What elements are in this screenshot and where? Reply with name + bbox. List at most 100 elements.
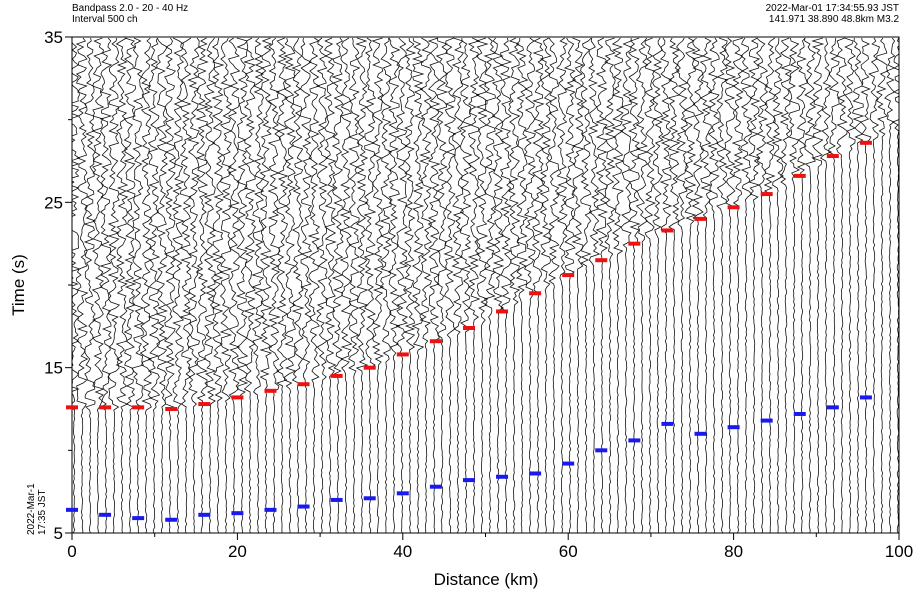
y-tick-label: 35: [44, 28, 63, 47]
pick-mark: [760, 192, 773, 197]
trace-wiggle: [363, 37, 377, 533]
trace-wiggle: [443, 37, 457, 533]
pick-mark: [231, 395, 244, 400]
corner-label-2: 17:35 JST: [37, 489, 48, 535]
trace-wiggle: [179, 37, 193, 533]
trace-wiggle: [75, 37, 89, 533]
trace-wiggle: [395, 37, 409, 533]
trace-wiggle: [243, 37, 257, 533]
pick-mark: [661, 421, 674, 426]
trace-wiggle: [236, 37, 249, 533]
trace-wiggle: [531, 37, 545, 533]
pick-mark: [297, 504, 310, 509]
trace-wiggle: [515, 37, 529, 533]
trace-wiggle: [251, 37, 265, 533]
y-tick-label: 15: [44, 359, 63, 378]
trace-wiggle: [779, 37, 793, 533]
pick-mark: [396, 491, 409, 496]
x-tick-label: 60: [559, 542, 578, 561]
trace-wiggle: [644, 37, 657, 533]
trace-wiggle: [499, 37, 513, 533]
trace-wiggle: [483, 37, 497, 533]
pick-mark: [264, 507, 277, 512]
pick-mark: [562, 461, 575, 466]
trace-wiggle: [828, 37, 840, 533]
trace-wiggle: [275, 37, 289, 533]
x-tick-label: 100: [885, 542, 913, 561]
pick-mark: [231, 511, 244, 516]
trace-wiggle: [835, 37, 848, 533]
trace-wiggle: [115, 37, 129, 533]
pick-mark: [396, 352, 409, 357]
pick-mark: [496, 474, 509, 479]
y-axis-label: Time (s): [9, 254, 28, 316]
trace-wiggle: [724, 37, 737, 533]
trace-wiggle: [291, 37, 305, 533]
pick-mark: [595, 258, 608, 263]
trace-wiggle: [747, 37, 761, 533]
pick-mark: [198, 512, 211, 517]
header-right-1: 2022-Mar-01 17:34:55.93 JST: [766, 3, 899, 14]
trace-wiggle: [147, 37, 161, 533]
trace-wiggle: [435, 37, 449, 533]
trace-wiggle: [707, 37, 720, 533]
trace-wiggle: [691, 37, 705, 533]
pick-mark: [727, 205, 740, 210]
trace-wiggle: [659, 37, 673, 533]
pick-mark: [198, 402, 211, 407]
plot-frame: [71, 36, 900, 534]
trace-wiggle: [875, 37, 888, 533]
trace-wiggle: [796, 37, 808, 533]
x-tick-label: 40: [393, 542, 412, 561]
pick-mark: [760, 418, 773, 423]
trace-wiggle: [99, 37, 113, 533]
trace-wiggle: [419, 37, 433, 533]
trace-wiggle: [884, 37, 896, 533]
trace-wiggle: [844, 37, 856, 533]
trace-wiggle: [219, 37, 233, 533]
pick-mark: [132, 405, 145, 410]
trace-wiggle: [451, 37, 465, 533]
trace-wiggle: [83, 37, 97, 533]
trace-wiggle: [595, 37, 608, 533]
pick-mark: [99, 405, 112, 410]
pick-mark: [727, 425, 740, 430]
trace-wiggle: [331, 37, 344, 533]
x-tick-label: 0: [67, 542, 76, 561]
trace-wiggle: [259, 37, 273, 533]
trace-wiggle: [411, 37, 425, 533]
trace-wiggle: [267, 37, 281, 533]
y-tick-label: 5: [54, 524, 63, 543]
trace-wiggle: [571, 37, 585, 533]
pick-mark: [628, 241, 641, 246]
pick-mark: [826, 154, 839, 159]
trace-wiggle: [579, 37, 592, 533]
trace-wiggle: [371, 37, 385, 533]
trace-wiggle: [348, 37, 361, 533]
pick-mark: [165, 517, 178, 522]
pick-mark: [363, 365, 376, 370]
trace-wiggle: [339, 37, 353, 533]
trace-wiggle: [715, 37, 729, 533]
pick-mark: [595, 448, 608, 453]
pick-mark: [694, 431, 707, 436]
pick-mark: [826, 405, 839, 410]
trace-wiggle: [684, 37, 697, 533]
pick-mark: [132, 516, 145, 521]
trace-wiggle: [675, 37, 689, 533]
trace-wiggle: [548, 37, 560, 533]
pick-mark: [66, 507, 78, 512]
trace-wiggle: [132, 37, 145, 533]
header-right-2: 141.971 38.890 48.8km M3.2: [769, 14, 900, 25]
pick-mark: [99, 512, 112, 517]
trace-wiggle: [379, 37, 393, 533]
trace-wiggle: [491, 37, 505, 533]
trace-wiggle: [283, 37, 297, 533]
pick-mark: [363, 496, 376, 501]
trace-wiggle: [387, 37, 401, 533]
trace-wiggle: [539, 37, 552, 533]
pick-mark: [330, 497, 343, 502]
header-left-1: Bandpass 2.0 - 20 - 40 Hz: [72, 3, 188, 14]
pick-mark: [165, 407, 178, 411]
